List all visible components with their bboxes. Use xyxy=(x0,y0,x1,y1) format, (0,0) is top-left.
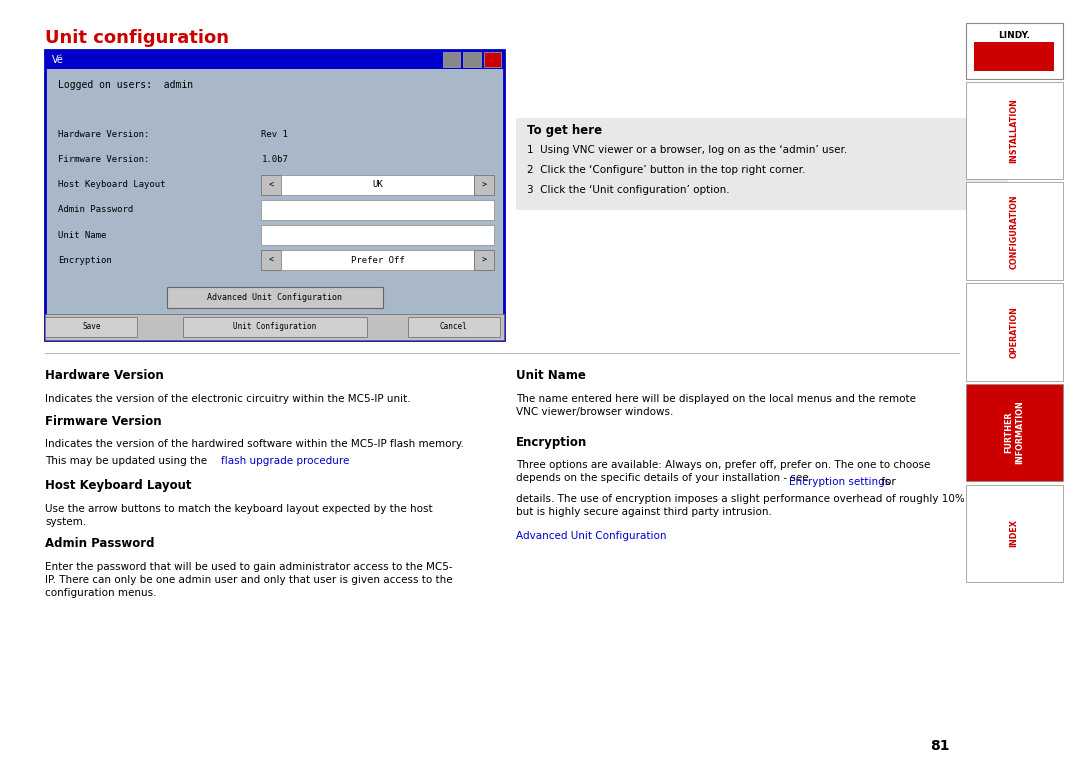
Bar xyxy=(966,485,1063,582)
Text: flash upgrade procedure: flash upgrade procedure xyxy=(221,456,350,466)
Text: FURTHER
INFORMATION: FURTHER INFORMATION xyxy=(1004,401,1024,465)
Bar xyxy=(166,287,383,308)
Text: This may be updated using the: This may be updated using the xyxy=(45,456,211,466)
Bar xyxy=(281,175,474,195)
Text: Unit configuration: Unit configuration xyxy=(45,29,229,47)
Text: Vé: Vé xyxy=(52,54,64,65)
Bar xyxy=(463,52,481,67)
Text: To get here: To get here xyxy=(527,124,603,137)
Bar xyxy=(281,250,474,270)
Text: Hardware Version: Hardware Version xyxy=(45,369,164,382)
Bar xyxy=(45,317,137,337)
Text: 2  Click the ‘Configure’ button in the top right corner.: 2 Click the ‘Configure’ button in the to… xyxy=(527,165,806,175)
Bar xyxy=(474,175,494,195)
Bar xyxy=(261,225,494,245)
Text: 3  Click the ‘Unit configuration’ option.: 3 Click the ‘Unit configuration’ option. xyxy=(527,185,730,195)
Text: Host Keyboard Layout: Host Keyboard Layout xyxy=(58,180,166,189)
Text: Three options are available: Always on, prefer off, prefer on. The one to choose: Three options are available: Always on, … xyxy=(516,460,931,483)
Bar xyxy=(966,23,1063,79)
Text: 1.0b7: 1.0b7 xyxy=(261,155,288,164)
Text: Encryption: Encryption xyxy=(58,256,112,265)
Text: Cancel: Cancel xyxy=(440,323,468,331)
Text: INSTALLATION: INSTALLATION xyxy=(1010,98,1018,163)
Bar xyxy=(45,50,504,69)
Text: Unit Configuration: Unit Configuration xyxy=(233,323,316,331)
Text: The name entered here will be displayed on the local menus and the remote
VNC vi: The name entered here will be displayed … xyxy=(516,394,916,417)
Bar xyxy=(966,283,1063,381)
Text: >: > xyxy=(482,256,486,265)
Text: INDEX: INDEX xyxy=(1010,520,1018,547)
Bar xyxy=(443,52,460,67)
Bar xyxy=(516,118,1008,210)
Text: Indicates the version of the electronic circuitry within the MC5-IP unit.: Indicates the version of the electronic … xyxy=(45,394,411,404)
Text: LINDY.: LINDY. xyxy=(998,31,1030,40)
Bar xyxy=(261,250,281,270)
Text: Logged on users:  admin: Logged on users: admin xyxy=(58,80,193,90)
Text: >: > xyxy=(482,180,486,189)
Text: Encryption: Encryption xyxy=(516,436,588,449)
Text: Firmware Version:: Firmware Version: xyxy=(58,155,150,164)
Text: Unit Name: Unit Name xyxy=(58,230,107,240)
Text: Firmware Version: Firmware Version xyxy=(45,415,162,428)
Text: UK: UK xyxy=(373,180,382,189)
Text: 81: 81 xyxy=(930,739,949,753)
Text: 1  Using VNC viewer or a browser, log on as the ‘admin’ user.: 1 Using VNC viewer or a browser, log on … xyxy=(527,145,848,155)
Bar xyxy=(408,317,500,337)
Bar xyxy=(474,250,494,270)
Text: Indicates the version of the hardwired software within the MC5-IP flash memory.: Indicates the version of the hardwired s… xyxy=(45,439,464,449)
Text: OPERATION: OPERATION xyxy=(1010,306,1018,358)
Text: Save: Save xyxy=(82,323,100,331)
Text: Prefer Off: Prefer Off xyxy=(351,256,404,265)
Bar xyxy=(484,52,501,67)
Text: <: < xyxy=(269,180,273,189)
Text: This page provides access to a selection of both basic and advanced settings for: This page provides access to a selection… xyxy=(45,55,467,93)
Text: .: . xyxy=(327,456,330,466)
Text: Admin Password: Admin Password xyxy=(45,537,154,550)
Bar xyxy=(183,317,367,337)
Bar xyxy=(966,182,1063,280)
Text: for: for xyxy=(878,477,895,487)
Bar xyxy=(974,42,1054,71)
Bar xyxy=(261,200,494,220)
Bar xyxy=(966,384,1063,481)
Text: Rev 1: Rev 1 xyxy=(261,130,288,139)
Text: Hardware Version:: Hardware Version: xyxy=(58,130,150,139)
Text: Advanced Unit Configuration: Advanced Unit Configuration xyxy=(516,531,666,541)
Text: Use the arrow buttons to match the keyboard layout expected by the host
system.: Use the arrow buttons to match the keybo… xyxy=(45,504,433,526)
Bar xyxy=(45,314,504,340)
Text: <: < xyxy=(269,256,273,265)
Text: details. The use of encryption imposes a slight performance overhead of roughly : details. The use of encryption imposes a… xyxy=(516,494,966,517)
Bar xyxy=(261,175,281,195)
Text: CONFIGURATION: CONFIGURATION xyxy=(1010,194,1018,269)
Bar xyxy=(45,50,504,340)
Text: Encryption settings: Encryption settings xyxy=(789,477,891,487)
Text: Admin Password: Admin Password xyxy=(58,205,134,214)
Text: Advanced Unit Configuration: Advanced Unit Configuration xyxy=(207,293,342,302)
Text: Enter the password that will be used to gain administrator access to the MC5-
IP: Enter the password that will be used to … xyxy=(45,562,453,598)
Bar xyxy=(966,82,1063,179)
Text: Host Keyboard Layout: Host Keyboard Layout xyxy=(45,479,192,492)
Text: Unit Name: Unit Name xyxy=(516,369,586,382)
